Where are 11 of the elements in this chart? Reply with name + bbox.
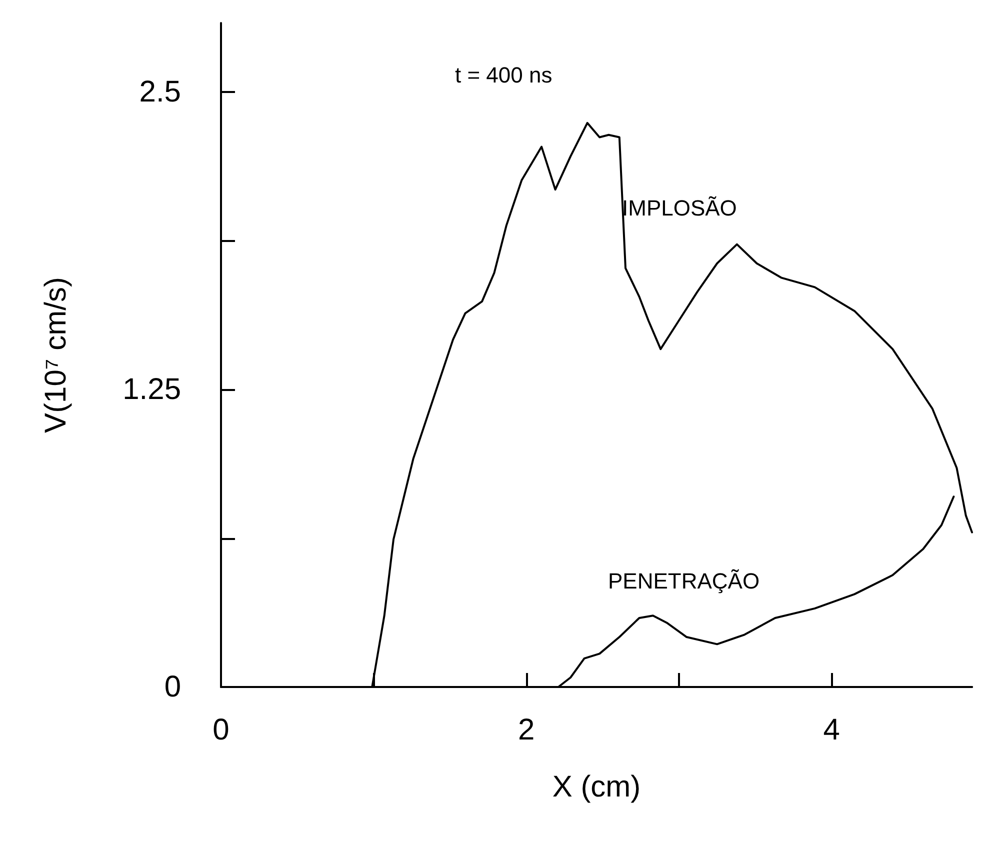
y-tick-label: 1.25 [122,373,181,406]
y-tick-label: 2.5 [139,76,181,109]
x-tick-label: 2 [518,714,535,746]
x-tick-label: 4 [823,714,840,746]
annotation: t = 400 ns [455,62,552,88]
annotation: IMPLOSÃO [622,196,737,220]
y-tick-label: 0 [164,670,181,704]
annotation: PENETRAÇÃO [608,568,760,594]
x-axis-title: X (cm) [552,770,641,804]
y-axis-title: V(10⁷ cm/s) [40,277,72,433]
x-tick-label: 0 [212,714,230,746]
